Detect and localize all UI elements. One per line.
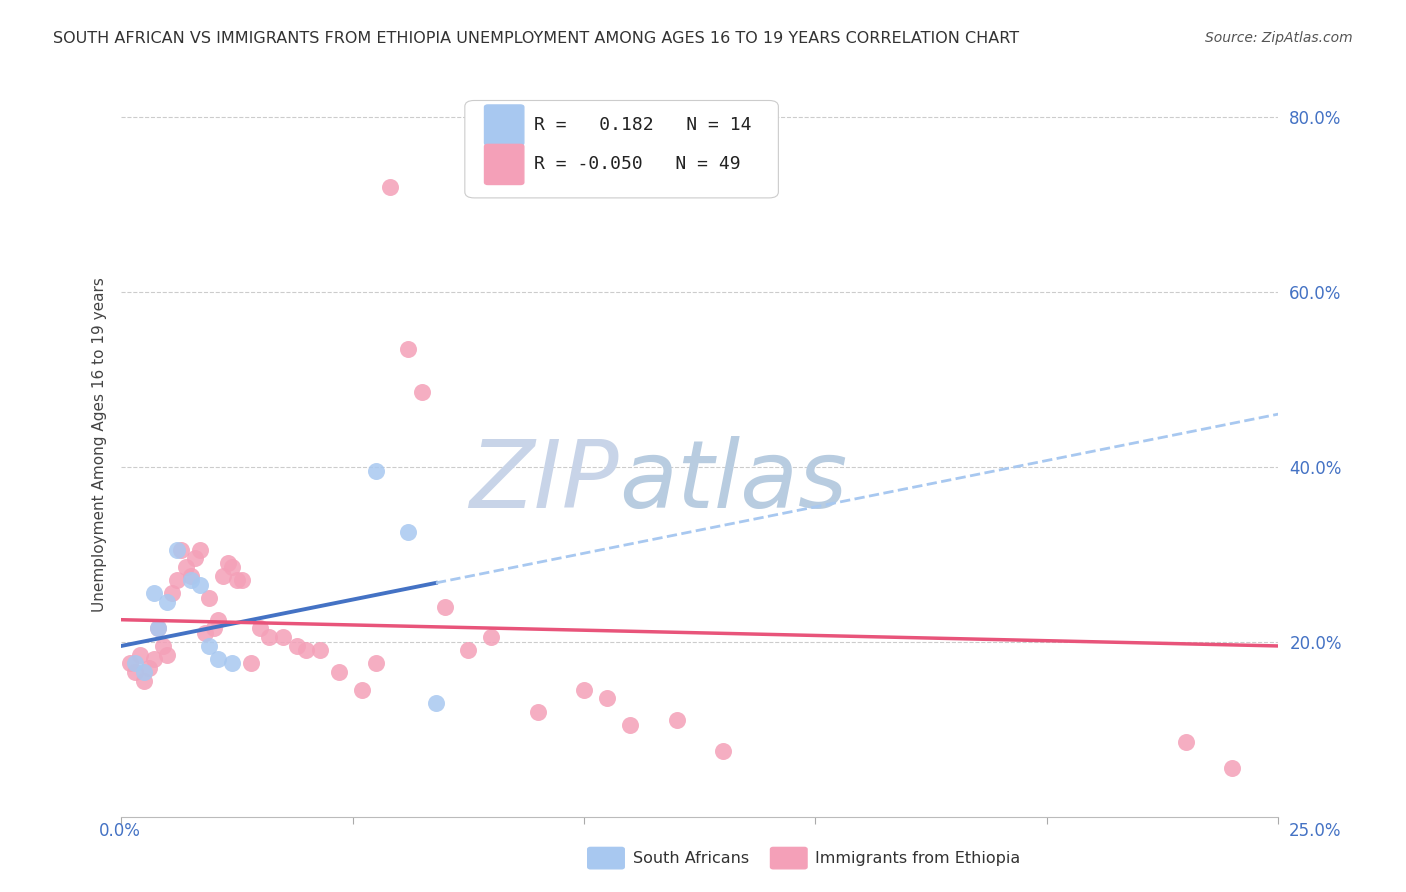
- Point: [142, 652, 165, 666]
- Point: [572, 682, 595, 697]
- Point: [457, 643, 479, 657]
- Point: [174, 560, 197, 574]
- Point: [156, 648, 179, 662]
- Point: [124, 657, 146, 671]
- FancyBboxPatch shape: [485, 145, 524, 185]
- Point: [148, 622, 170, 636]
- Point: [128, 648, 150, 662]
- Point: [295, 643, 318, 657]
- Point: [138, 661, 160, 675]
- FancyBboxPatch shape: [485, 105, 524, 145]
- Text: atlas: atlas: [619, 436, 846, 527]
- Point: [134, 665, 156, 680]
- Point: [481, 630, 503, 644]
- Point: [328, 665, 350, 680]
- Point: [350, 682, 373, 697]
- Text: R = -0.050   N = 49: R = -0.050 N = 49: [534, 155, 741, 173]
- Point: [364, 657, 387, 671]
- Point: [619, 717, 641, 731]
- Point: [198, 639, 221, 653]
- Point: [142, 586, 165, 600]
- Y-axis label: Unemployment Among Ages 16 to 19 years: Unemployment Among Ages 16 to 19 years: [93, 277, 107, 612]
- Point: [188, 542, 211, 557]
- Point: [665, 714, 688, 728]
- Point: [124, 665, 146, 680]
- Text: 25.0%: 25.0%: [1288, 822, 1341, 840]
- Point: [180, 569, 202, 583]
- Point: [166, 574, 188, 588]
- Point: [226, 574, 249, 588]
- Point: [239, 657, 262, 671]
- Point: [184, 551, 207, 566]
- Point: [1174, 735, 1197, 749]
- Text: ZIP: ZIP: [470, 436, 619, 527]
- Point: [425, 696, 447, 710]
- Point: [202, 622, 225, 636]
- Point: [188, 578, 211, 592]
- Point: [396, 342, 419, 356]
- FancyBboxPatch shape: [465, 101, 779, 198]
- Point: [217, 556, 239, 570]
- Point: [152, 639, 174, 653]
- Point: [259, 630, 281, 644]
- Point: [396, 525, 419, 540]
- Point: [156, 595, 179, 609]
- Point: [526, 705, 548, 719]
- Point: [180, 574, 202, 588]
- Text: Source: ZipAtlas.com: Source: ZipAtlas.com: [1205, 31, 1353, 45]
- Point: [1220, 761, 1243, 775]
- Point: [212, 569, 235, 583]
- Text: South Africans: South Africans: [633, 851, 749, 865]
- Point: [207, 652, 229, 666]
- Point: [160, 586, 183, 600]
- Point: [596, 691, 619, 706]
- Text: SOUTH AFRICAN VS IMMIGRANTS FROM ETHIOPIA UNEMPLOYMENT AMONG AGES 16 TO 19 YEARS: SOUTH AFRICAN VS IMMIGRANTS FROM ETHIOPI…: [53, 31, 1019, 46]
- Point: [711, 744, 734, 758]
- Point: [170, 542, 193, 557]
- Point: [193, 625, 215, 640]
- Point: [231, 574, 253, 588]
- Point: [221, 657, 243, 671]
- Point: [378, 179, 401, 194]
- Point: [434, 599, 457, 614]
- Text: 0.0%: 0.0%: [98, 822, 141, 840]
- Point: [309, 643, 332, 657]
- Point: [148, 622, 170, 636]
- Point: [221, 560, 243, 574]
- Text: Immigrants from Ethiopia: Immigrants from Ethiopia: [815, 851, 1021, 865]
- Point: [285, 639, 308, 653]
- Point: [134, 673, 156, 688]
- Point: [271, 630, 294, 644]
- Point: [120, 657, 142, 671]
- Point: [364, 464, 387, 478]
- Text: R =   0.182   N = 14: R = 0.182 N = 14: [534, 116, 752, 134]
- Point: [249, 622, 271, 636]
- Point: [411, 385, 433, 400]
- Point: [166, 542, 188, 557]
- Point: [198, 591, 221, 605]
- Point: [207, 613, 229, 627]
